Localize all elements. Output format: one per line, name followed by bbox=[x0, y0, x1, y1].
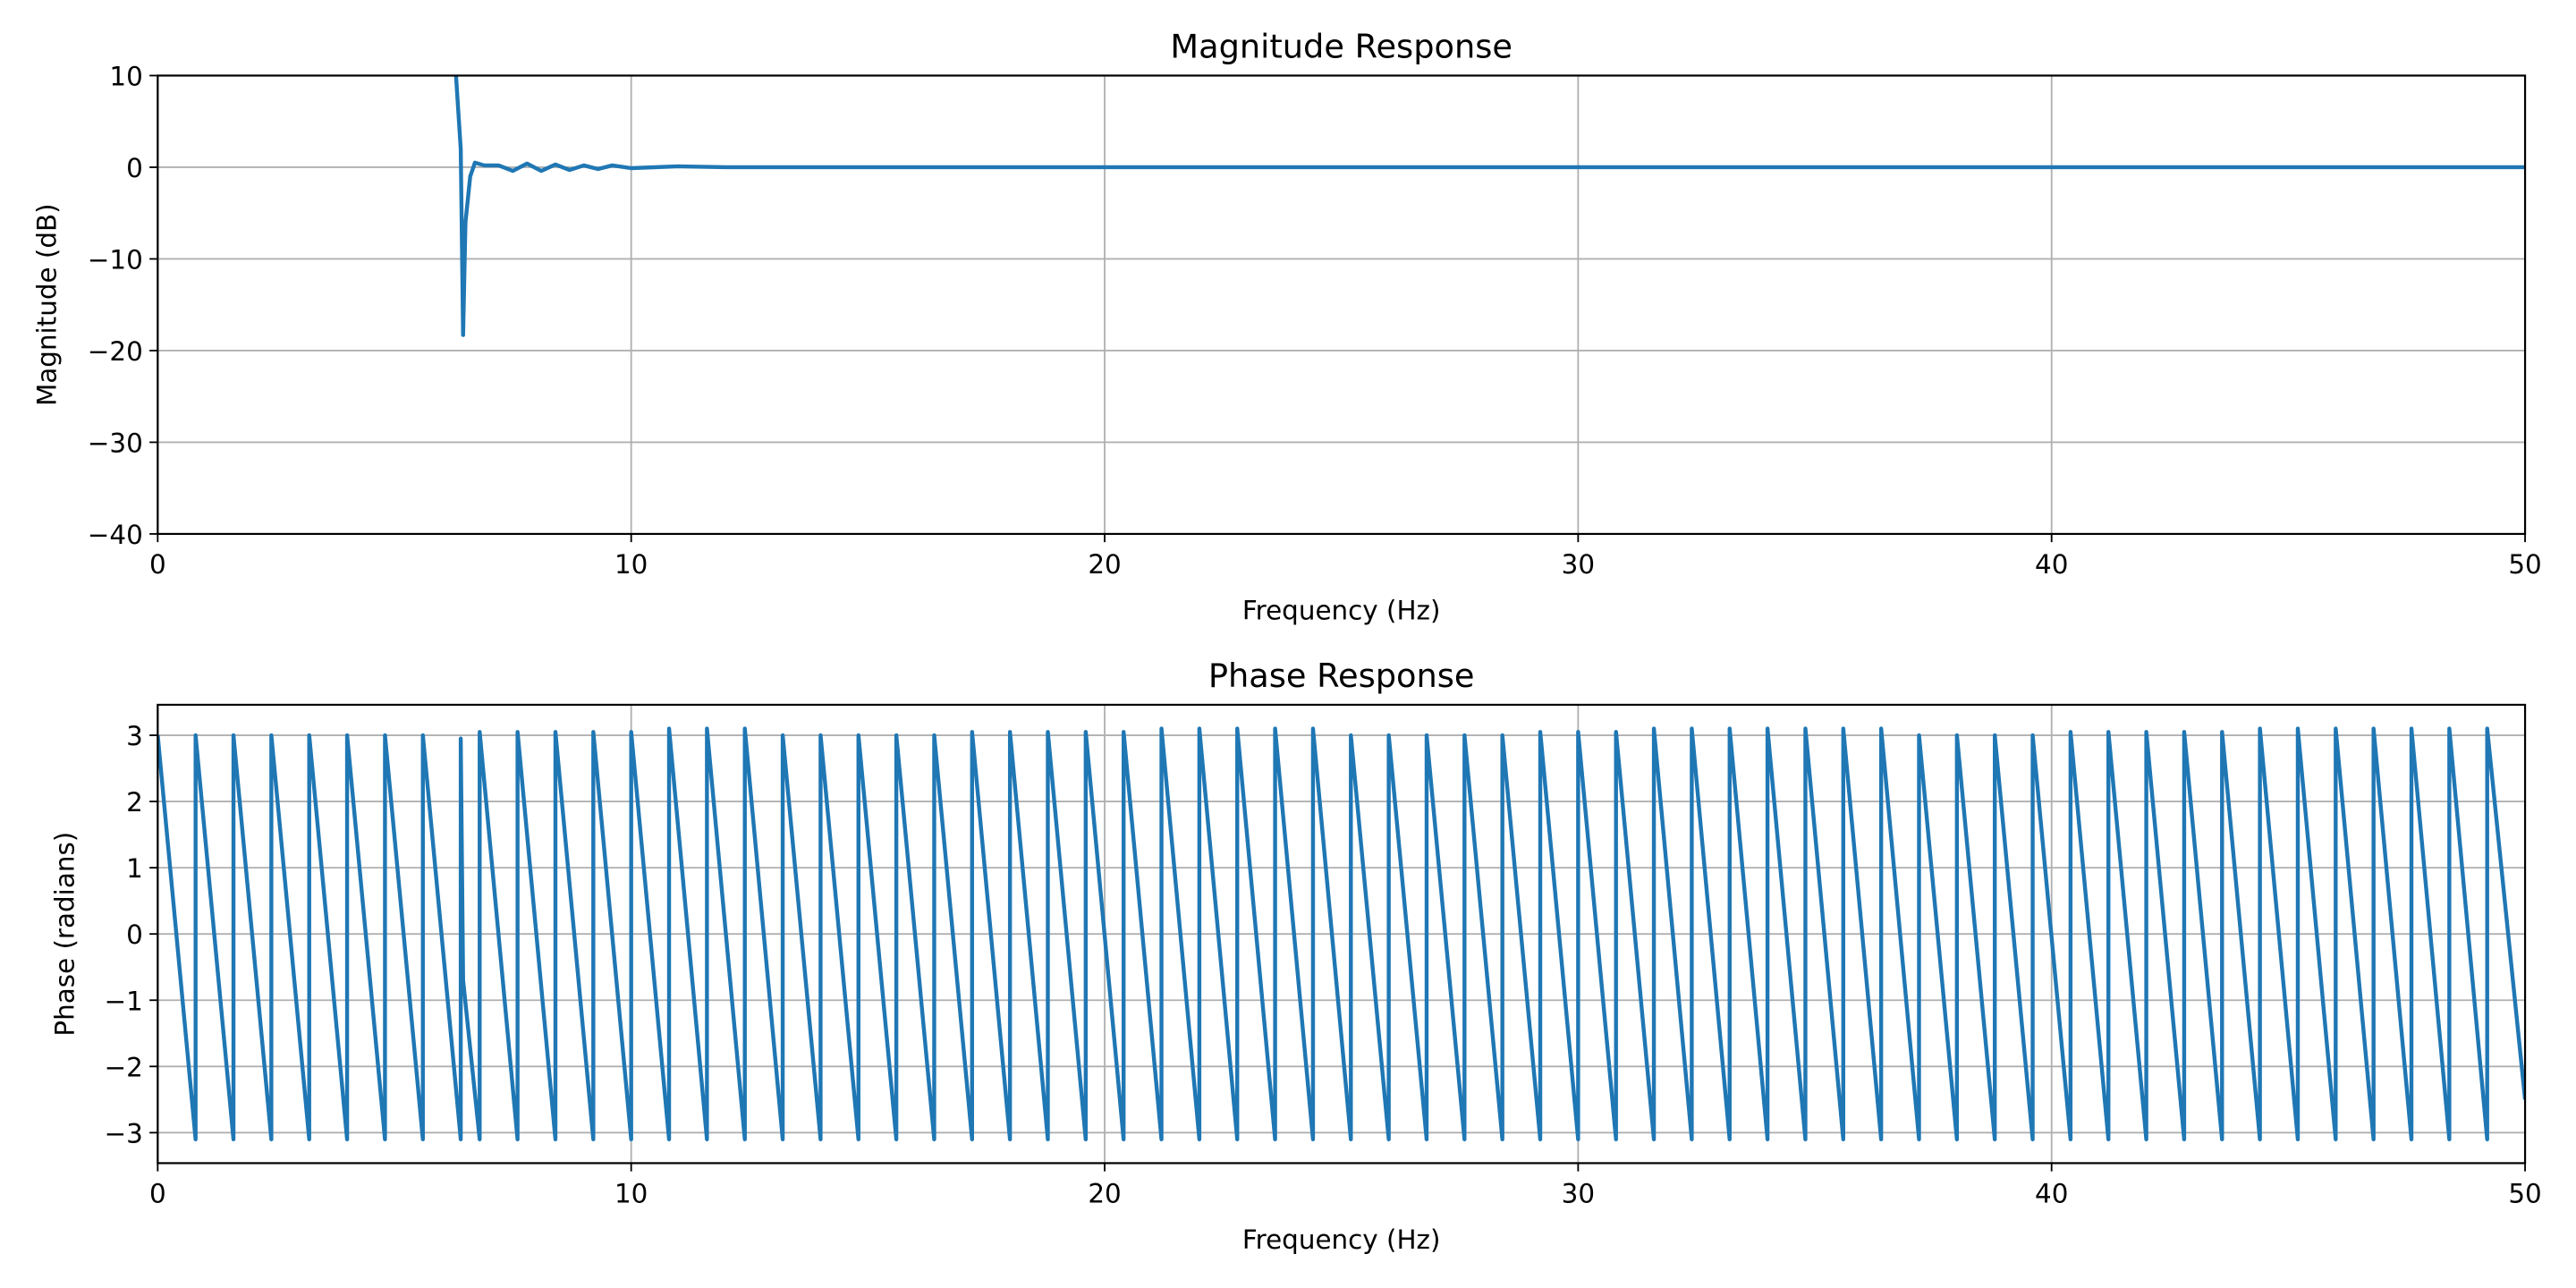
y-tick-label: −20 bbox=[88, 336, 143, 367]
x-tick-label: 0 bbox=[149, 549, 166, 580]
x-tick-label: 10 bbox=[614, 1178, 648, 1208]
y-tick-label: 2 bbox=[126, 787, 143, 818]
x-tick-label: 20 bbox=[1088, 1178, 1121, 1208]
x-tick-label: 20 bbox=[1088, 549, 1121, 580]
y-tick-label: 1 bbox=[126, 853, 143, 884]
x-axis-label: Frequency (Hz) bbox=[1242, 595, 1441, 625]
y-axis-label: Phase (radians) bbox=[50, 832, 80, 1037]
x-tick-label: 0 bbox=[149, 1178, 166, 1208]
y-tick-label: −3 bbox=[104, 1118, 142, 1148]
y-tick-label: −10 bbox=[88, 244, 143, 275]
x-axis-label: Frequency (Hz) bbox=[1242, 1224, 1441, 1255]
x-tick-label: 40 bbox=[2035, 1178, 2068, 1208]
axes-frame bbox=[157, 703, 2527, 1165]
axes-frame bbox=[157, 74, 2527, 536]
x-tick-label: 30 bbox=[1562, 1178, 1595, 1208]
y-tick-label: −30 bbox=[88, 428, 143, 458]
x-tick-label: 50 bbox=[2508, 1178, 2541, 1208]
chart-title: Magnitude Response bbox=[1170, 27, 1513, 65]
y-tick-label: −1 bbox=[104, 986, 142, 1016]
data-line bbox=[453, 75, 2526, 337]
y-tick-label: −40 bbox=[88, 520, 143, 550]
y-axis-label: Magnitude (dB) bbox=[31, 203, 62, 406]
y-tick-label: 0 bbox=[126, 153, 143, 183]
subplot: 0 10 20 30 40 50 −3 −2 −1 0 1 2 3 Phase Response Frequ… bbox=[50, 657, 2542, 1255]
y-tick-label: 0 bbox=[126, 919, 143, 950]
subplot: 0 10 20 30 40 50 −40 −30 −20 −10 0 10 Magnitude Resp… bbox=[31, 27, 2541, 625]
x-tick-label: 10 bbox=[614, 549, 648, 580]
y-tick-label: −2 bbox=[104, 1052, 142, 1082]
data-line bbox=[157, 726, 2526, 1141]
x-tick-label: 50 bbox=[2508, 549, 2541, 580]
x-tick-label: 30 bbox=[1562, 549, 1595, 580]
y-tick-label: 3 bbox=[126, 721, 143, 751]
y-tick-label: 10 bbox=[109, 62, 142, 92]
chart-title: Phase Response bbox=[1208, 657, 1475, 695]
x-tick-label: 40 bbox=[2035, 549, 2068, 580]
